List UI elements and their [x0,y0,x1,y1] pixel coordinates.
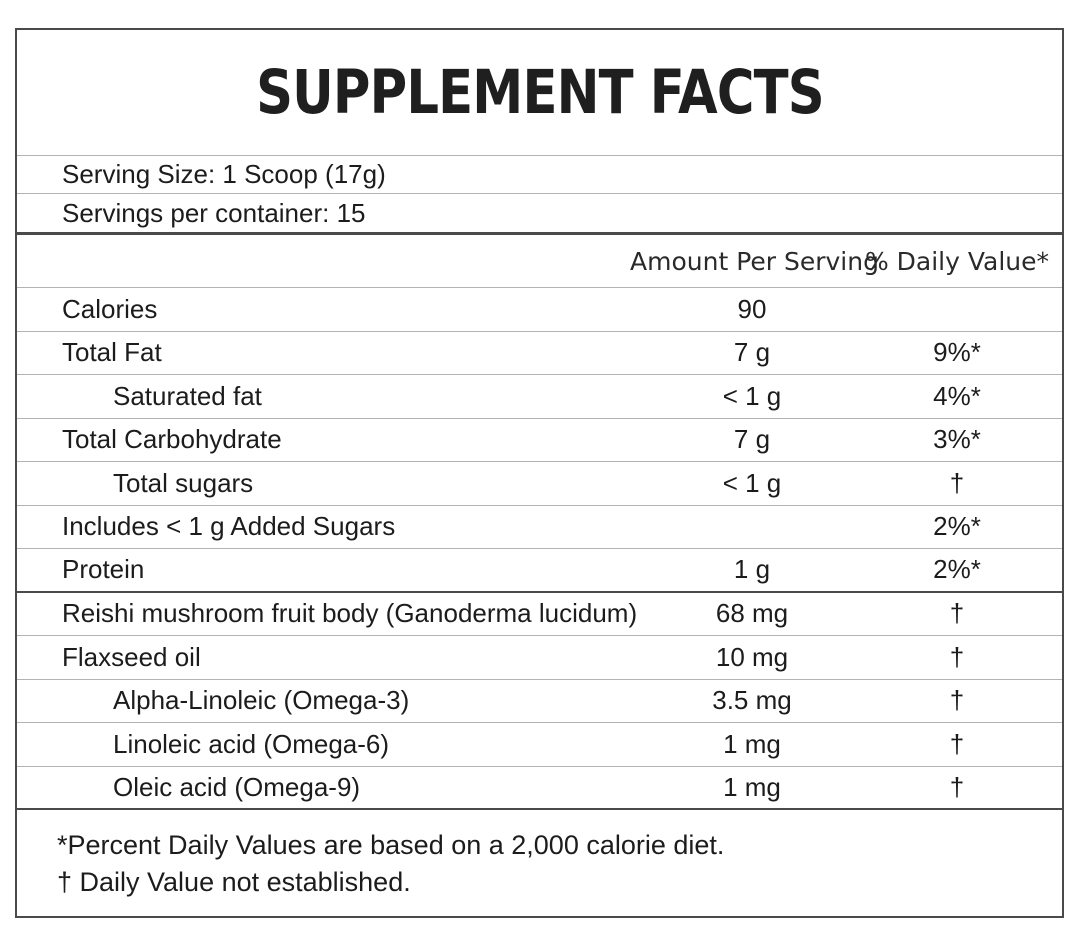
amount-value: 7 g [733,424,771,455]
dv-value: † [949,771,965,802]
dv-value: 9%* [933,337,981,368]
dv-value: † [949,641,965,672]
amount-value: 1 g [733,554,771,585]
nutrient-name: Alpha-Linoleic (Omega-3) [113,685,410,716]
dv-value: † [949,728,965,759]
table-row: Includes < 1 g Added Sugars 2%* [17,506,1062,549]
dv-value: † [949,467,965,498]
table-row: Total Carbohydrate 7 g 3%* [17,419,1062,462]
table-row: Total sugars < 1 g † [17,462,1062,506]
dv-value: † [949,685,965,716]
table-row: Flaxseed oil 10 mg † [17,636,1062,680]
dv-value: 2%* [933,554,981,585]
amount-value: < 1 g [722,467,782,498]
panel-title: SUPPLEMENT FACTS [255,57,825,128]
nutrient-name: Total Fat [62,337,162,368]
amount-value: 90 [737,293,767,324]
amount-value: < 1 g [722,380,782,411]
dv-value: 3%* [933,424,981,455]
table-row: Protein 1 g 2%* [17,549,1062,593]
amount-value: 1 mg [723,771,781,802]
nutrient-name: Includes < 1 g Added Sugars [62,511,396,542]
table-row: Saturated fat < 1 g 4%* [17,375,1062,419]
serving-size-label: Serving Size: 1 Scoop (17g) [62,159,386,189]
nutrient-name: Protein [62,554,145,585]
nutrient-name: Linoleic acid (Omega-6) [113,728,390,759]
table-row: Linoleic acid (Omega-6) 1 mg † [17,723,1062,767]
nutrient-name: Total Carbohydrate [62,424,282,455]
nutrient-rows: Calories 90 Total Fat 7 g 9%* Saturated … [17,288,1062,810]
amount-value: 1 mg [723,728,781,759]
servings-per-container-label: Servings per container: 15 [62,197,366,228]
amount-value: 68 mg [715,598,789,629]
servings-per-container-row: Servings per container: 15 [17,194,1062,235]
nutrient-name: Oleic acid (Omega-9) [113,771,361,802]
table-row: Calories 90 [17,288,1062,332]
amount-value: 7 g [733,337,771,368]
serving-size-row: Serving Size: 1 Scoop (17g) [17,156,1062,194]
dv-value: 2%* [933,511,981,542]
table-row: Reishi mushroom fruit body (Ganoderma lu… [17,593,1062,636]
nutrient-name: Reishi mushroom fruit body (Ganoderma lu… [62,598,638,629]
amount-per-serving-header: Amount Per Serving [630,246,879,276]
table-row: Oleic acid (Omega-9) 1 mg † [17,767,1062,810]
supplement-facts-panel: SUPPLEMENT FACTS Serving Size: 1 Scoop (… [15,28,1064,918]
percent-daily-value-footnote: *Percent Daily Values are based on a 2,0… [57,830,725,860]
amount-value: 10 mg [715,641,789,672]
footnote-section: *Percent Daily Values are based on a 2,0… [17,810,1062,901]
dv-value: 4%* [933,380,981,411]
dagger-footnote: † Daily Value not established. [57,867,411,897]
amount-value: 3.5 mg [712,685,792,716]
dv-value: † [949,598,965,629]
nutrient-name: Flaxseed oil [62,641,201,672]
table-row: Alpha-Linoleic (Omega-3) 3.5 mg † [17,680,1062,723]
nutrient-name: Saturated fat [113,380,262,411]
column-header-row: Amount Per Serving % Daily Value* [17,235,1062,288]
table-row: Total Fat 7 g 9%* [17,332,1062,375]
daily-value-header: % Daily Value* [864,246,1050,276]
nutrient-name: Calories [62,293,158,324]
title-section: SUPPLEMENT FACTS [17,30,1062,156]
nutrient-name: Total sugars [113,467,254,498]
